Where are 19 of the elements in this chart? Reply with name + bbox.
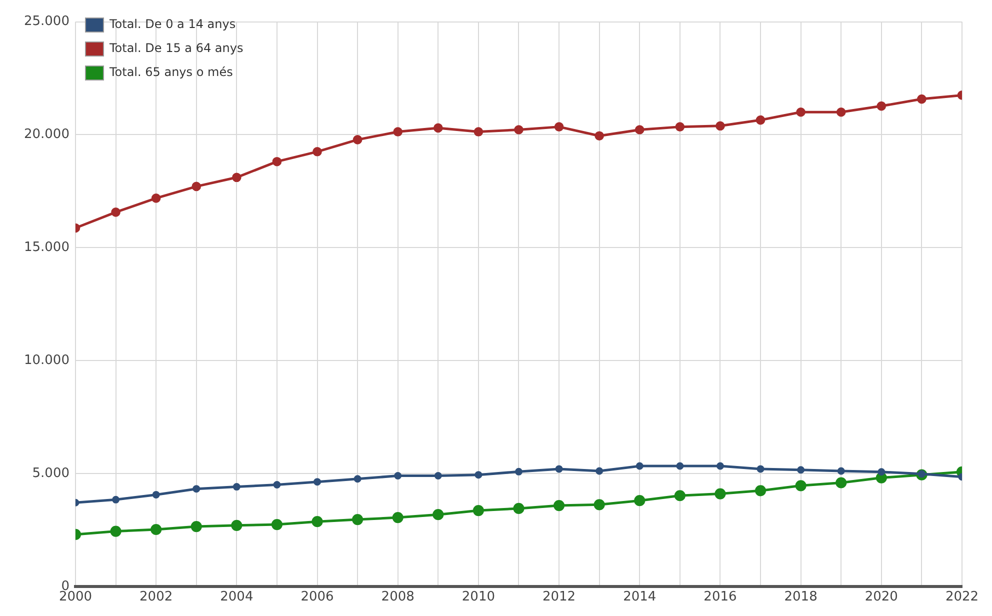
x-tick-label: 2002 (140, 590, 173, 605)
x-tick-label: 2008 (381, 590, 414, 605)
x-tick-label: 2022 (945, 590, 979, 605)
x-tick-label: 2020 (864, 590, 898, 605)
legend-label: Total. De 0 a 14 anys (108, 17, 236, 32)
x-tick-label: 2010 (462, 590, 495, 605)
legend-label: Total. 65 anys o més (108, 65, 233, 80)
x-tick-label: 2004 (220, 590, 254, 605)
x-tick-label: 2018 (784, 590, 818, 605)
y-tick-label: 10.000 (24, 352, 70, 368)
x-tick-label: 2016 (704, 590, 737, 605)
y-tick-label: 20.000 (24, 127, 70, 142)
x-tick-label: 2006 (300, 590, 334, 605)
y-tick-label: 5.000 (32, 466, 70, 481)
legend-label: Total. De 15 a 64 anys (108, 41, 244, 56)
y-tick-label: 25.000 (24, 14, 70, 30)
x-tick-label: 2014 (623, 590, 656, 605)
x-tick-label: 2012 (542, 590, 576, 605)
y-tick-label: 15.000 (24, 240, 70, 256)
